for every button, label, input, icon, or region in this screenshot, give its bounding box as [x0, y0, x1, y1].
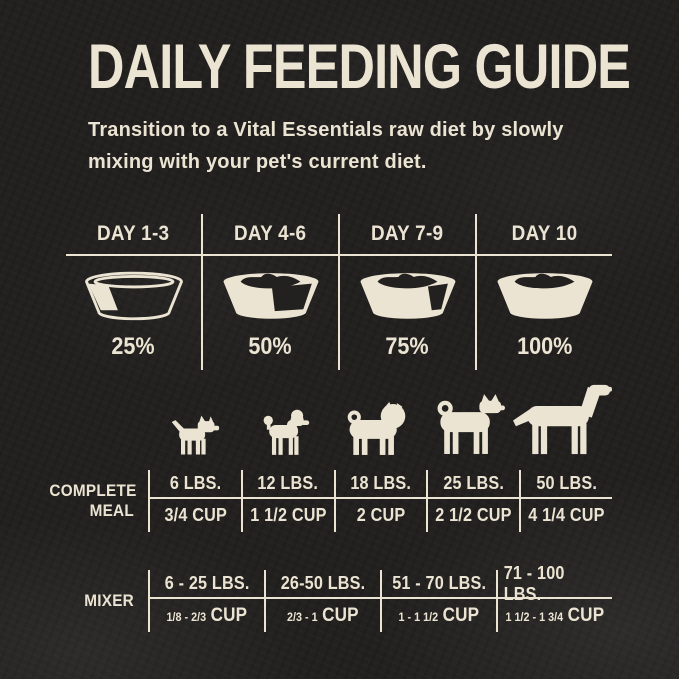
cup-amount: 1 1/2 CUP: [250, 505, 327, 525]
weight-range-label: 71 - 100 LBS.: [503, 562, 565, 604]
cup-range: 1 - 1 1/2: [398, 609, 439, 624]
day-range-label: DAY 1-3: [97, 222, 170, 245]
weight-label: 6 LBS.: [169, 473, 222, 493]
cup-word: CUP: [210, 604, 248, 626]
bowl-25-icon: [84, 271, 183, 321]
mixer-label: MIXER: [84, 590, 134, 610]
cup-amount: 2 1/2 CUP: [435, 505, 512, 525]
subtitle: Transition to a Vital Essentials raw die…: [88, 114, 564, 178]
weight-range-label: 26-50 LBS.: [280, 573, 366, 593]
weight-label: 18 LBS.: [350, 473, 412, 493]
meal-column-4: 25 LBS. 2 1/2 CUP: [426, 470, 520, 532]
day-range-label: DAY 4-6: [234, 222, 307, 245]
divider: [66, 254, 612, 256]
complete-meal-table: COMPLETE MEAL 6 LBS. 3/4 CUP 12 LBS. 1 1…: [40, 470, 612, 532]
day-range-label: DAY 7-9: [371, 222, 444, 245]
subtitle-line-2: mixing with your pet's current diet.: [88, 151, 427, 173]
complete-meal-label: COMPLETE MEAL: [49, 480, 137, 520]
meal-column-2: 12 LBS. 1 1/2 CUP: [240, 470, 334, 532]
cup-amount: 4 1/4 CUP: [528, 505, 605, 525]
bowl-75-icon: [360, 273, 455, 319]
shiba-inu-icon: [437, 394, 505, 454]
weight-label: 25 LBS.: [443, 473, 505, 493]
day-column-1: DAY 1-3 25%: [66, 214, 201, 370]
mixer-column-1: 6 - 25 LBS. 1/8 - 2/3 CUP: [148, 570, 264, 632]
chihuahua-icon: [171, 415, 219, 455]
mixer-column-2: 26-50 LBS. 2/3 - 1 CUP: [264, 570, 380, 632]
mixer-column-4: 71 - 100 LBS. 1 1/2 - 1 3/4 CUP: [496, 563, 612, 632]
cup-amount: 2 CUP: [356, 505, 406, 525]
large-breed-dog-icon: [513, 384, 612, 455]
meal-column-5: 50 LBS. 4 1/4 CUP: [519, 470, 612, 532]
day-column-2: DAY 4-6 50%: [201, 214, 338, 370]
weight-label: 12 LBS.: [257, 473, 319, 493]
day-range-label: DAY 10: [511, 222, 578, 245]
meal-column-1: 6 LBS. 3/4 CUP: [148, 470, 241, 532]
meal-column-3: 18 LBS. 2 CUP: [333, 470, 427, 532]
weight-label: 50 LBS.: [536, 473, 597, 493]
cup-range: 1/8 - 2/3: [166, 609, 207, 624]
transition-schedule: DAY 1-3 25% DAY 4-6 50% DAY 7-9: [66, 214, 612, 370]
cup-amount: 3/4 CUP: [164, 505, 227, 525]
day-percent: 75%: [385, 333, 430, 360]
day-percent: 100%: [516, 333, 573, 360]
bowl-100-icon: [497, 273, 592, 319]
weight-range-label: 51 - 70 LBS.: [391, 573, 486, 593]
pug-icon: [347, 402, 405, 455]
bowl-50-icon: [223, 273, 318, 319]
cup-word: CUP: [567, 604, 605, 626]
cup-word: CUP: [322, 604, 359, 626]
day-percent: 50%: [248, 333, 293, 360]
weight-range-label: 6 - 25 LBS.: [164, 573, 250, 593]
day-percent: 25%: [111, 333, 156, 360]
cup-range: 1 1/2 - 1 3/4: [505, 609, 564, 624]
cup-range: 2/3 - 1: [287, 609, 318, 624]
subtitle-line-1: Transition to a Vital Essentials raw die…: [88, 119, 564, 141]
dog-size-row: [148, 382, 612, 456]
cup-word: CUP: [442, 604, 480, 626]
mixer-column-3: 51 - 70 LBS. 1 - 1 1/2 CUP: [380, 570, 496, 632]
day-column-3: DAY 7-9 75%: [338, 214, 475, 370]
page-title: DAILY FEEDING GUIDE: [88, 32, 631, 102]
poodle-icon: [263, 409, 309, 455]
day-column-4: DAY 10 100%: [475, 214, 612, 370]
mixer-table: MIXER 6 - 25 LBS. 1/8 - 2/3 CUP 26-50 LBS…: [40, 563, 612, 632]
